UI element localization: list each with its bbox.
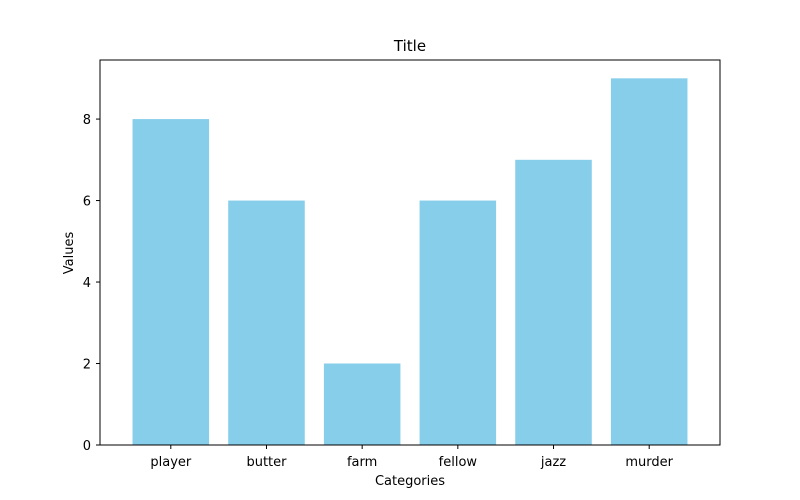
y-axis-label: Values <box>62 232 77 275</box>
x-tick-label: murder <box>625 455 673 470</box>
y-tick-label: 6 <box>83 195 91 210</box>
bar-player <box>132 119 210 446</box>
y-tick-label: 4 <box>83 276 91 291</box>
x-tick-label: fellow <box>439 455 478 470</box>
bar-butter <box>228 200 305 445</box>
bar-fellow <box>419 200 497 445</box>
bar-jazz <box>515 159 592 445</box>
ticks-layer: player butter farm fellow jazz murder 0 2 4 6 8 <box>83 113 674 470</box>
x-tick-label: farm <box>347 455 377 470</box>
x-axis-label: Categories <box>375 474 445 489</box>
chart-title: Title <box>393 37 426 55</box>
y-tick-label: 2 <box>83 358 91 373</box>
x-tick-label: butter <box>246 455 287 470</box>
x-tick-label: player <box>150 455 192 470</box>
y-tick-label: 8 <box>83 113 91 128</box>
bar-murder <box>610 78 688 445</box>
bars-layer <box>132 78 688 446</box>
x-tick-label: jazz <box>540 455 566 470</box>
plot-area-frame <box>99 59 721 446</box>
bar-farm <box>323 363 401 445</box>
y-tick-label: 0 <box>83 439 91 454</box>
